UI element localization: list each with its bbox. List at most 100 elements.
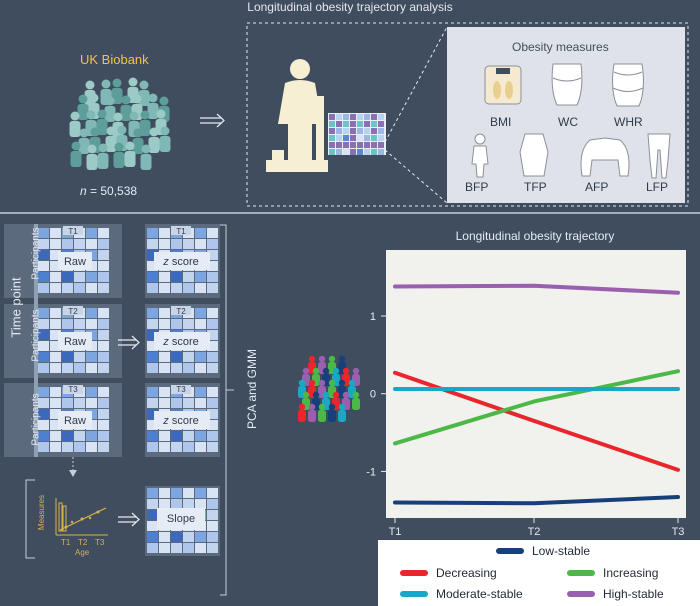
- grid-cell: [171, 398, 182, 408]
- grid-cell: [350, 142, 356, 148]
- grid-cell: [147, 488, 158, 498]
- legend-swatch: [496, 548, 524, 554]
- grid-cell: [171, 363, 182, 373]
- grid-cell: [98, 239, 109, 249]
- grid-cell: [147, 442, 158, 452]
- person-icon: [78, 128, 90, 154]
- grid-cell: [98, 409, 109, 419]
- legend-swatch: [567, 570, 595, 576]
- person-icon: [147, 93, 159, 119]
- grid-cell: [183, 283, 194, 293]
- grid-cell: [159, 488, 170, 498]
- grid-cell: [50, 308, 61, 318]
- grid-cell: [86, 431, 97, 441]
- grid-cell: [183, 272, 194, 282]
- zscore-label-t1: z score: [153, 256, 209, 268]
- grid-cell: [371, 114, 377, 120]
- person-icon: [159, 126, 171, 152]
- grid-cell: [207, 341, 218, 351]
- mini-tick-t3: T3: [95, 538, 105, 547]
- grid-cell: [147, 283, 158, 293]
- grid-cell: [147, 398, 158, 408]
- grid-cell: [207, 521, 218, 531]
- grid-cell: [147, 431, 158, 441]
- grid-cell: [343, 135, 349, 141]
- grid-cell: [86, 272, 97, 282]
- grid-cell: [98, 228, 109, 238]
- grid-cell: [86, 308, 97, 318]
- grid-cell: [147, 543, 158, 553]
- grid-cell: [74, 398, 85, 408]
- cluster-person-icon: [318, 403, 326, 422]
- person-icon: [148, 127, 160, 153]
- method-label: PCA and GMM: [245, 348, 260, 430]
- grid-cell: [159, 398, 170, 408]
- chart-title: Longitudinal obesity trajectory: [455, 229, 615, 243]
- grid-cell: [207, 250, 218, 260]
- grid-cell: [50, 398, 61, 408]
- grid-cell: [171, 532, 182, 542]
- series-line-low-stable: [393, 495, 680, 506]
- raw-label-t2: Raw: [63, 336, 86, 348]
- afp-icon: [580, 137, 630, 177]
- y-tick-label: -1: [366, 466, 376, 478]
- grid-cell: [62, 319, 73, 329]
- arrow-to-slope-icon: [118, 512, 140, 527]
- raw-tag-t1: T1: [68, 227, 78, 236]
- grid-cell: [343, 121, 349, 127]
- grid-cell: [38, 341, 49, 351]
- grid-cell: [207, 363, 218, 373]
- grid-cell: [159, 228, 170, 238]
- grid-cell: [38, 442, 49, 452]
- grid-cell: [50, 228, 61, 238]
- grid-cell: [159, 499, 170, 509]
- grid-cell: [147, 363, 158, 373]
- grid-cell: [98, 330, 109, 340]
- grid-cell: [207, 431, 218, 441]
- x-tick-label: T3: [672, 526, 685, 538]
- grid-cell: [171, 431, 182, 441]
- grid-cell: [207, 319, 218, 329]
- grid-cell: [98, 319, 109, 329]
- grid-cell: [159, 431, 170, 441]
- grid-cell: [38, 431, 49, 441]
- pipeline-grids: [4, 224, 220, 556]
- participants-label-t3: Participants: [30, 393, 42, 446]
- legend-label: Low-stable: [532, 544, 591, 558]
- cluster-person-icon: [308, 403, 316, 422]
- grid-cell: [378, 114, 384, 120]
- measure-label-whr: WHR: [614, 115, 643, 129]
- grid-cell: [38, 363, 49, 373]
- legend-label: Increasing: [603, 566, 659, 580]
- grid-cell: [147, 510, 158, 520]
- grid-cell: [357, 135, 363, 141]
- raw-label-t1: Raw: [63, 256, 86, 268]
- measure-label-wc: WC: [558, 115, 578, 129]
- measure-label-tfp: TFP: [524, 180, 547, 194]
- grid-cell: [50, 319, 61, 329]
- grid-cell: [171, 319, 182, 329]
- grid-cell: [183, 319, 194, 329]
- grid-cell: [207, 261, 218, 271]
- cohort-crowd-icon: [69, 77, 171, 170]
- raw-label-t3: Raw: [63, 415, 86, 427]
- z-rest: score: [168, 336, 199, 348]
- grid-cell: [62, 352, 73, 362]
- measurement-data-grid: [328, 113, 386, 155]
- grid-cell: [378, 128, 384, 134]
- chart-plot-area: [386, 250, 686, 518]
- grid-cell: [86, 319, 97, 329]
- grid-cell: [336, 128, 342, 134]
- mini-tick-t1: T1: [61, 538, 71, 547]
- grid-cell: [50, 272, 61, 282]
- grid-cell: [50, 239, 61, 249]
- grid-cell: [364, 149, 370, 155]
- raw-tag-t2: T2: [68, 307, 78, 316]
- grid-cell: [343, 114, 349, 120]
- grid-cell: [147, 352, 158, 362]
- grid-cell: [62, 363, 73, 373]
- grid-cell: [159, 308, 170, 318]
- z-rest: score: [168, 415, 199, 427]
- grid-cell: [357, 149, 363, 155]
- grid-cell: [38, 283, 49, 293]
